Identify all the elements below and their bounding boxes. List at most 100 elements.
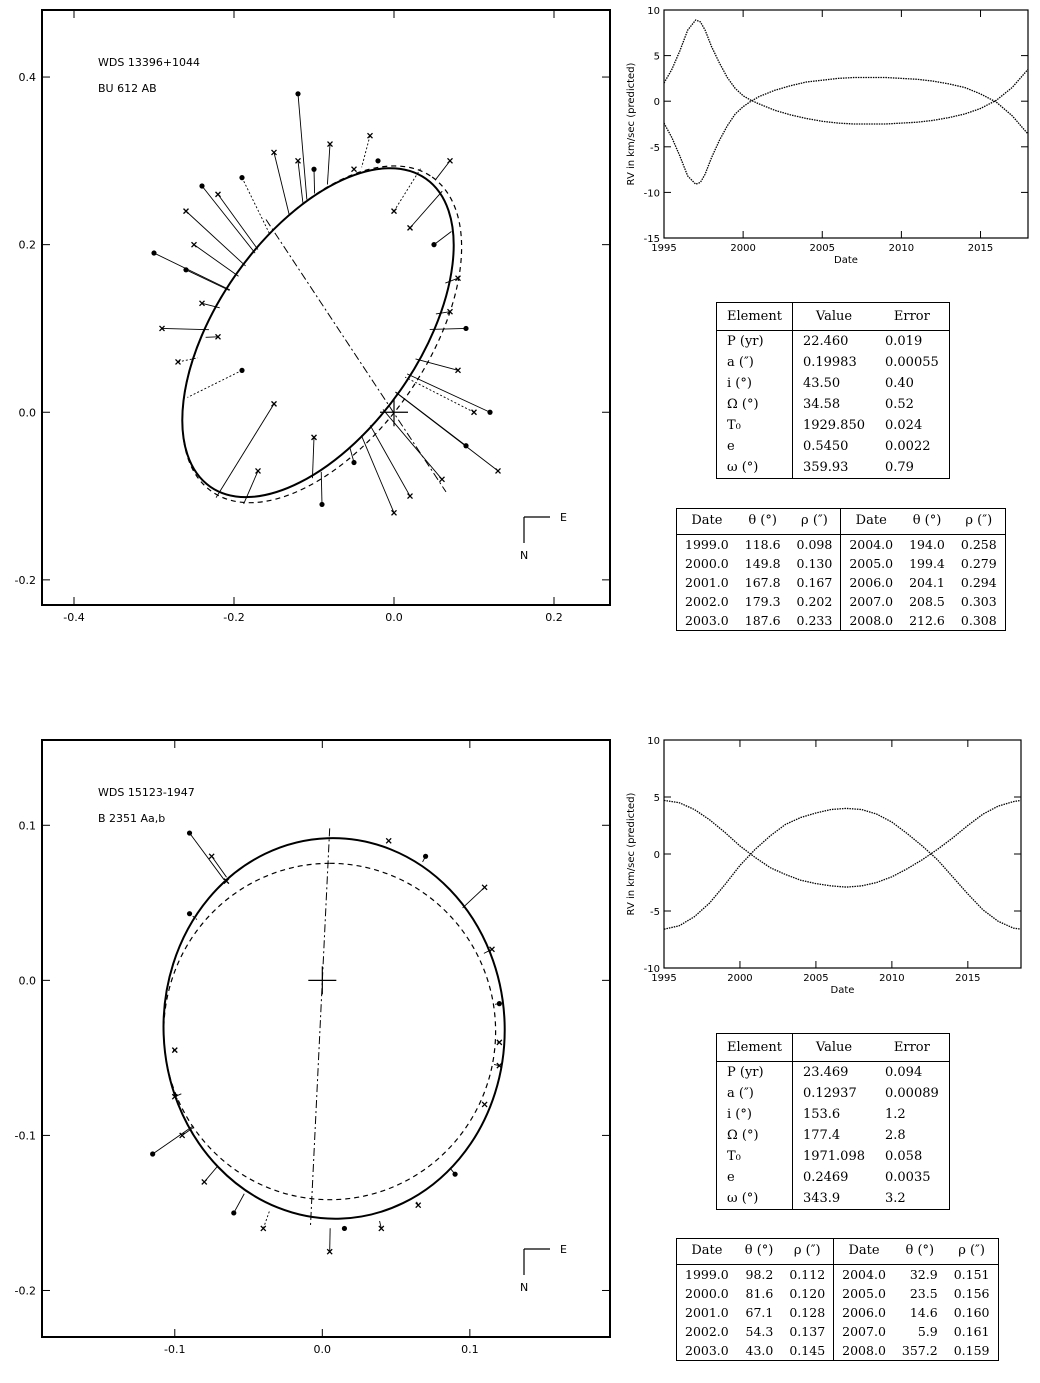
observation-point <box>231 1210 237 1216</box>
table-cell: 0.159 <box>953 1343 990 1358</box>
table-cell: 2005.0 <box>842 1286 886 1301</box>
observation-point <box>496 1062 503 1069</box>
observation-point <box>271 149 277 156</box>
table-cell: 3.2 <box>885 1191 906 1206</box>
table-cell: 204.1 <box>909 575 945 590</box>
x-axis-label: Date <box>834 255 858 266</box>
table-cell: 98.2 <box>745 1267 774 1282</box>
table-cell: 5.9 <box>917 1324 938 1339</box>
orbit-ellipse <box>181 167 455 499</box>
table-row: Ω (°) 34.58 0.52 <box>717 394 949 415</box>
residual-line <box>311 437 315 479</box>
table-row: 2001.0 67.1 0.128 2006.0 14.6 0.160 <box>677 1303 998 1322</box>
rv-plot-2 <box>663 739 1022 969</box>
residual-line <box>360 435 395 513</box>
table-cell: 0.303 <box>960 594 997 609</box>
table-row: 1999.0 118.6 0.098 2004.0 194.0 0.258 <box>677 534 1005 554</box>
y-tick-label: 0.0 <box>19 406 37 419</box>
observation-point <box>159 325 165 332</box>
table-cell: 34.58 <box>802 397 841 412</box>
x-tick-label: 2005 <box>810 243 835 254</box>
observation-point <box>327 141 333 148</box>
observation-point <box>171 1047 178 1054</box>
observation-point <box>351 459 357 466</box>
y-tick-label: -0.2 <box>15 574 36 587</box>
observation-point <box>239 175 245 181</box>
y-tick-label: 0.4 <box>19 71 37 84</box>
y-axis-label: RV in km/sec (predicted) <box>626 62 637 185</box>
table-cell: 359.93 <box>802 460 849 475</box>
plot-frame <box>41 739 611 1338</box>
residual-line <box>217 194 259 250</box>
header-error: Error <box>875 303 949 331</box>
table-cell: 0.058 <box>885 1149 923 1164</box>
plot-frame <box>41 9 611 606</box>
table-cell: 1999.0 <box>685 1267 729 1282</box>
observation-point <box>496 1001 502 1007</box>
table-cell: 43.50 <box>802 376 841 391</box>
observation-point <box>422 853 429 859</box>
table-cell: 1929.850 <box>802 418 865 433</box>
observation-point <box>208 853 215 860</box>
table-cell: 2007.0 <box>849 594 894 609</box>
observation-point <box>260 1225 267 1232</box>
orbit-plot-1 <box>41 9 611 606</box>
observation-point <box>495 467 501 474</box>
residual-line <box>189 832 225 881</box>
observation-point <box>255 467 261 474</box>
table-cell: T₀ <box>717 1146 793 1167</box>
table-cell: 2001.0 <box>685 1305 729 1320</box>
x-tick-label: -0.2 <box>223 611 244 624</box>
table-cell: 194.0 <box>909 537 945 552</box>
table-cell: 343.9 <box>802 1191 841 1206</box>
observation-point <box>175 359 181 365</box>
table-cell: 212.6 <box>909 613 945 628</box>
table-cell: P (yr) <box>717 1061 793 1083</box>
rv-series-line <box>663 76 1029 185</box>
table-cell: 0.156 <box>953 1286 990 1301</box>
rv-series-line <box>663 807 1022 930</box>
table-cell: 2005.0 <box>849 556 894 571</box>
header-value: Value <box>792 303 875 331</box>
table-cell: 22.460 <box>802 334 849 349</box>
table-cell: 0.279 <box>960 556 997 571</box>
residual-line <box>201 302 220 309</box>
table-cell: 2006.0 <box>849 575 894 590</box>
table-cell: 2008.0 <box>842 1343 886 1358</box>
header-theta: θ (°) <box>893 1239 946 1265</box>
residual-line <box>152 1125 194 1155</box>
observation-point <box>439 476 445 483</box>
table-cell: 67.1 <box>745 1305 774 1320</box>
compass-e-label: E <box>560 511 567 524</box>
table-cell: i (°) <box>717 373 793 394</box>
table-cell: 0.5450 <box>802 439 849 454</box>
header-date: Date <box>840 509 902 535</box>
observation-point <box>199 300 205 307</box>
residual-line <box>185 210 246 267</box>
header-date: Date <box>677 1239 737 1265</box>
residual-line <box>320 471 323 505</box>
residual-line <box>185 269 230 291</box>
observation-point <box>215 191 221 198</box>
residual-line <box>433 231 452 246</box>
residual-line <box>404 376 475 413</box>
table-cell: ω (°) <box>717 1188 793 1209</box>
observation-point <box>179 1132 186 1139</box>
y-tick-label: 0 <box>654 97 660 108</box>
observation-point <box>496 1039 503 1046</box>
table-cell: 0.0022 <box>885 439 931 454</box>
y-tick-label: 10 <box>647 736 660 747</box>
header-date: Date <box>677 509 737 535</box>
x-tick-label: 2015 <box>955 973 980 984</box>
y-tick-label: -0.2 <box>15 1284 36 1297</box>
table-cell: 2003.0 <box>685 613 729 628</box>
table-cell: 0.094 <box>885 1065 923 1080</box>
table-cell: 2003.0 <box>685 1343 729 1358</box>
header-element: Element <box>717 1034 793 1062</box>
residual-line <box>273 152 290 216</box>
table-cell: a (″) <box>717 1083 793 1104</box>
orbital-elements-table-2: Element Value Error P (yr) 23.469 0.094 a (… <box>716 1033 950 1210</box>
table-cell: 2008.0 <box>849 613 894 628</box>
y-tick-label: 0.1 <box>19 819 37 832</box>
